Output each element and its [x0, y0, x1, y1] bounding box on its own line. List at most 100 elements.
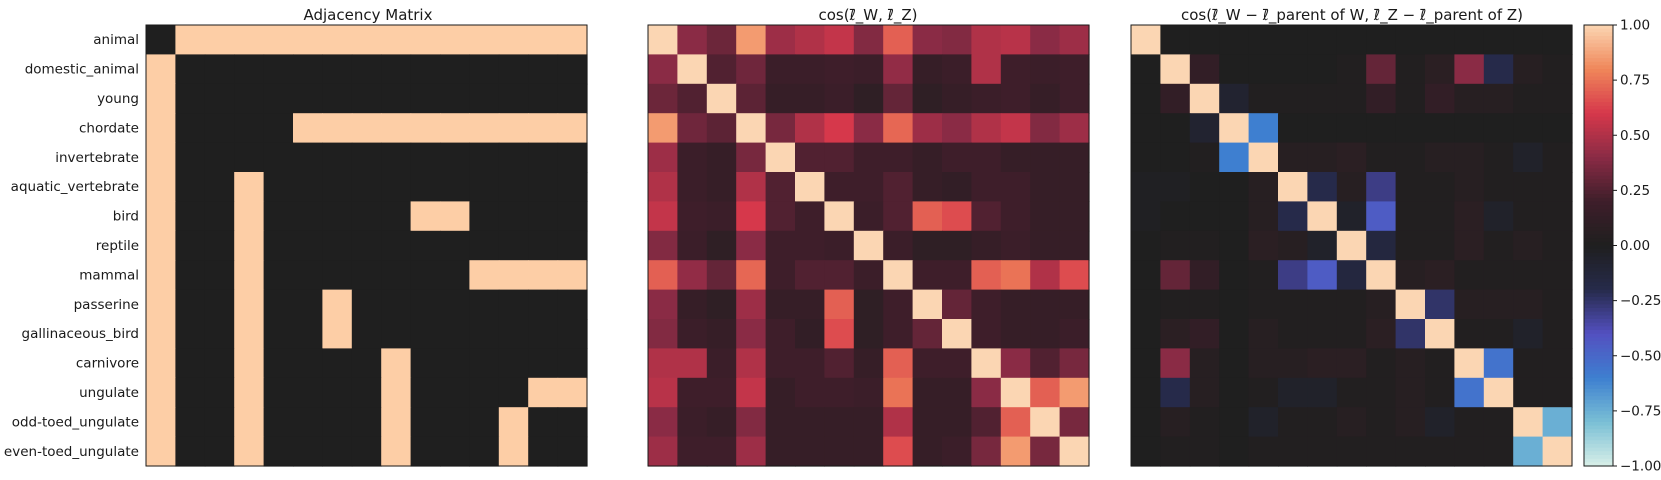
heatmap-cell [1483, 54, 1514, 85]
heatmap-cell [795, 25, 825, 55]
heatmap-cell [498, 142, 529, 173]
heatmap-cell [912, 377, 943, 408]
heatmap-cell [1030, 113, 1061, 144]
colorbar-segment [1584, 172, 1613, 177]
heatmap-cell [263, 230, 294, 261]
heatmap-cell [795, 436, 825, 467]
heatmap-cell [1307, 113, 1338, 144]
heatmap-cell [971, 230, 1002, 261]
heatmap-cell [1278, 260, 1308, 291]
heatmap-cell [1483, 377, 1514, 408]
colorbar-segment [1584, 212, 1613, 217]
heatmap-cell [175, 201, 206, 232]
heatmap-cell [1131, 260, 1161, 291]
heatmap-cell [1513, 83, 1544, 114]
heatmap-cell [322, 54, 353, 85]
heatmap-cell [648, 172, 678, 202]
heatmap-cell [234, 289, 265, 320]
colorbar-segment [1584, 69, 1613, 74]
heatmap-cell [234, 25, 265, 55]
heatmap-cell [557, 113, 588, 144]
heatmap-cell [1307, 201, 1338, 232]
colorbar-segment [1584, 241, 1613, 247]
heatmap-cell [1395, 289, 1426, 320]
heatmap-cell [853, 54, 884, 85]
heatmap-cell [883, 113, 914, 144]
heatmap-cell [677, 25, 708, 55]
heatmap-cell [706, 230, 737, 261]
heatmap-cell [1366, 25, 1397, 55]
heatmap-cell [1366, 348, 1397, 379]
heatmap-cell [824, 230, 855, 261]
colorbar-segment [1584, 135, 1613, 140]
colorbar-segment [1584, 436, 1613, 441]
heatmap-cell [648, 260, 678, 291]
colorbar-segment [1584, 282, 1613, 287]
heatmap-cell [1542, 377, 1573, 408]
heatmap-cell [971, 407, 1002, 438]
heatmap-cell [1366, 54, 1397, 85]
heatmap-cell [677, 319, 708, 349]
heatmap-cell [1454, 407, 1485, 438]
heatmap-cell [706, 289, 737, 320]
colorbar-segment [1584, 245, 1613, 250]
heatmap-cell [234, 142, 265, 173]
heatmap-cell [1189, 260, 1220, 291]
row-label-odd-toed_ungulate: odd-toed_ungulate [12, 414, 139, 430]
heatmap-cell [706, 172, 737, 202]
heatmap-cell [557, 142, 588, 173]
heatmap-cell [765, 113, 796, 144]
heatmap-cell [1542, 319, 1573, 349]
heatmap-cell [1425, 83, 1455, 114]
colorbar-segment [1584, 263, 1613, 269]
heatmap-cell [1160, 172, 1191, 202]
heatmap-cell [175, 113, 206, 144]
heatmap-cell [1483, 25, 1514, 55]
heatmap-cell [440, 142, 470, 173]
heatmap-cell [469, 230, 500, 261]
heatmap-cell [1513, 113, 1544, 144]
heatmap-cell [1336, 348, 1367, 379]
heatmap-cell [883, 142, 914, 173]
heatmap-cell [765, 230, 796, 261]
heatmap-cell [1336, 377, 1367, 408]
colorbar-segment [1584, 149, 1613, 155]
heatmap-cell [1454, 201, 1485, 232]
heatmap-cell [1395, 201, 1426, 232]
heatmap-cell [1189, 54, 1220, 85]
heatmap-cell [1366, 260, 1397, 291]
colorbar-segment [1584, 344, 1613, 349]
panel-title: cos(ℓ̄_W − ℓ̄_parent of W, ℓ̄_Z − ℓ̄_par… [1181, 6, 1523, 25]
heatmap-cell [381, 436, 412, 467]
colorbar-segment [1584, 76, 1613, 81]
heatmap-cell [1219, 83, 1250, 114]
heatmap-cell [883, 260, 914, 291]
heatmap-cell [1160, 289, 1191, 320]
colorbar-segment [1584, 54, 1613, 59]
heatmap-cell [1030, 201, 1061, 232]
heatmap-cell [410, 172, 441, 202]
heatmap-cell [1336, 319, 1367, 349]
colorbar-segment [1584, 352, 1613, 357]
heatmap-cell [175, 289, 206, 320]
heatmap-cell [942, 260, 972, 291]
heatmap-cell [1160, 113, 1191, 144]
heatmap-cell [1248, 201, 1279, 232]
heatmap-cell [410, 407, 441, 438]
heatmap-cell [1366, 289, 1397, 320]
heatmap-cell [1219, 319, 1250, 349]
heatmap-cell [795, 260, 825, 291]
heatmap-cell [883, 436, 914, 467]
heatmap-cell [736, 436, 767, 467]
heatmap-cell [204, 260, 235, 291]
heatmap-cell [1513, 319, 1544, 349]
heatmap-cell [1395, 348, 1426, 379]
colorbar-tick-label: 0.50 [1620, 128, 1650, 144]
heatmap-cell [1248, 260, 1279, 291]
heatmap-cell [736, 142, 767, 173]
colorbar-segment [1584, 333, 1613, 338]
heatmap-cell [175, 54, 206, 85]
heatmap-cell [1189, 113, 1220, 144]
heatmap-cell [677, 407, 708, 438]
heatmap-cell [648, 407, 678, 438]
